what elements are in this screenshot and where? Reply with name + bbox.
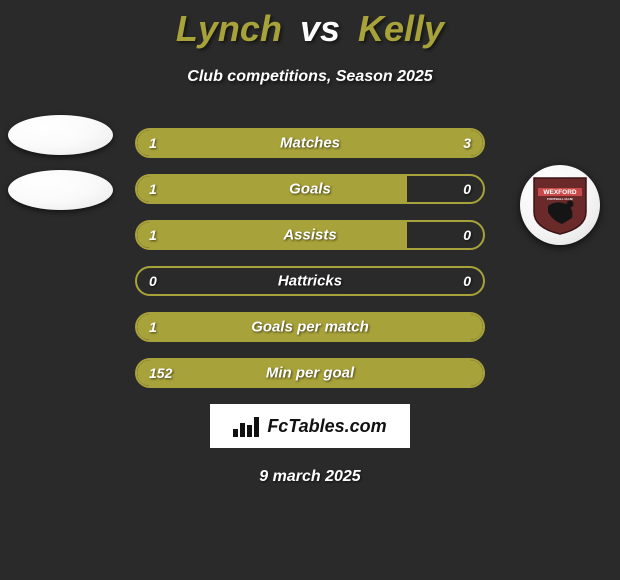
fctables-logo: FcTables.com [210,404,410,448]
subtitle: Club competitions, Season 2025 [0,68,620,86]
stat-value-left: 1 [149,319,157,335]
vs-text: vs [300,8,340,49]
stat-fill-left [137,176,407,202]
stat-row: 0 Hattricks 0 [135,266,485,296]
stat-value-left: 1 [149,135,157,151]
stat-value-left: 152 [149,365,172,381]
stat-label: Matches [280,135,340,152]
stat-value-right: 0 [463,273,471,289]
stat-row: 1 Goals 0 [135,174,485,204]
footer-date: 9 march 2025 [0,468,620,486]
stat-row: 152 Min per goal [135,358,485,388]
stat-label: Goals [289,181,331,198]
stat-value-left: 1 [149,181,157,197]
fctables-text: FcTables.com [267,416,386,437]
stat-value-right: 3 [463,135,471,151]
stat-fill-right [224,130,484,156]
stat-value-left: 0 [149,273,157,289]
stat-fill-left [137,222,407,248]
stat-label: Min per goal [266,365,354,382]
stats-container: 1 Matches 3 1 Goals 0 1 Assists 0 0 Hattricks 0 1 Goa… [0,128,620,388]
stat-row: 1 Matches 3 [135,128,485,158]
stat-value-left: 1 [149,227,157,243]
stat-row: 1 Goals per match [135,312,485,342]
comparison-title: Lynch vs Kelly [0,0,620,50]
stat-label: Assists [283,227,336,244]
stat-label: Hattricks [278,273,342,290]
stat-value-right: 0 [463,227,471,243]
stat-label: Goals per match [251,319,369,336]
stat-row: 1 Assists 0 [135,220,485,250]
chart-bars-icon [233,415,261,437]
stat-value-right: 0 [463,181,471,197]
player2-name: Kelly [358,8,444,49]
player1-name: Lynch [176,8,282,49]
